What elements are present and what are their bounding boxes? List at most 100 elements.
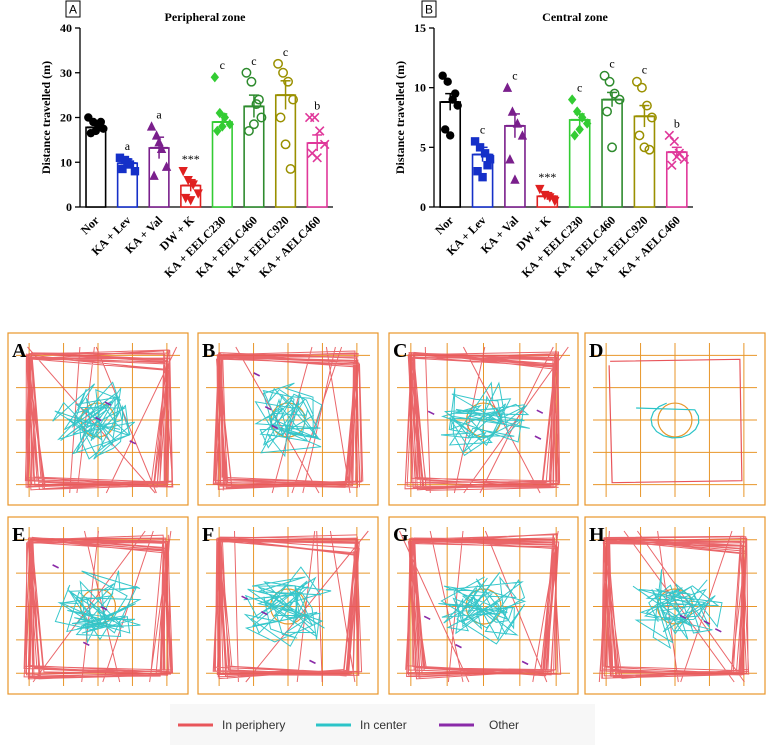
track-panel-label: E [12, 524, 25, 546]
data-point [309, 112, 320, 123]
data-point [475, 143, 485, 152]
data-point [535, 184, 545, 195]
panel-label-box [65, 0, 81, 18]
track-panel-label: A [12, 340, 27, 362]
data-point [220, 112, 230, 123]
data-point [669, 136, 680, 147]
track-panel-label: B [202, 340, 215, 362]
data-point [602, 106, 613, 117]
data-point [283, 76, 294, 87]
data-point [505, 154, 515, 164]
y-tick-label: 30 [60, 66, 72, 80]
track-panel-c: C [388, 332, 579, 506]
data-point [639, 142, 650, 153]
data-point [443, 77, 452, 86]
data-point [604, 76, 615, 87]
significance-label: c [512, 69, 517, 83]
significance-label: a [156, 107, 162, 121]
track-panel-b: B [197, 332, 379, 506]
track-panel-label: D [589, 340, 603, 362]
chart-title: Peripheral zone [165, 10, 247, 24]
data-point [96, 117, 106, 127]
data-point [215, 107, 225, 119]
data-point [567, 94, 577, 105]
bar-1 [85, 126, 107, 208]
chart-title: Central zone [542, 10, 608, 24]
track-panel-label: C [393, 340, 407, 362]
data-point [507, 106, 518, 116]
other-track [423, 615, 529, 666]
data-point [280, 139, 291, 150]
data-point [253, 94, 264, 105]
center-track [52, 381, 136, 460]
significance-label: a [125, 139, 131, 153]
data-point [118, 164, 127, 174]
data-point [149, 170, 159, 180]
data-point [156, 143, 167, 154]
data-point [512, 118, 523, 128]
data-point [575, 124, 584, 135]
center-track [632, 569, 723, 650]
other-track [679, 614, 722, 633]
track-panel-g: G [388, 516, 579, 695]
data-point [478, 172, 487, 182]
track-panel-h: H [584, 516, 766, 695]
legend-background [170, 704, 595, 745]
track-panel-f: F [197, 516, 379, 695]
bar-7 [274, 94, 297, 208]
bar-5 [211, 121, 233, 208]
data-point [278, 67, 289, 78]
data-point [480, 149, 490, 158]
data-point [188, 180, 198, 190]
data-point [614, 94, 625, 105]
center-track [243, 566, 332, 647]
other-track [427, 409, 544, 440]
data-point [115, 153, 125, 162]
bar-1 [439, 101, 462, 208]
data-point [470, 137, 480, 146]
significance-label: b [314, 99, 320, 113]
data-point [672, 152, 682, 162]
data-point [99, 124, 108, 133]
significance-label: c [642, 63, 647, 77]
track-panel-label: H [589, 524, 605, 546]
legend-item-periphery: In periphery [178, 718, 285, 732]
bar-7 [633, 115, 656, 208]
data-point [582, 118, 592, 129]
legend-item-other: Other [439, 718, 519, 732]
track-panel-label: F [202, 524, 214, 546]
data-point [570, 130, 579, 141]
data-point [572, 106, 582, 117]
data-point [440, 125, 450, 134]
data-point [218, 121, 227, 132]
significance-label: c [609, 57, 614, 71]
data-point [288, 94, 299, 105]
y-tick-label: 0 [66, 200, 72, 214]
other-track [52, 564, 108, 647]
data-point [577, 112, 587, 123]
data-point [667, 160, 677, 170]
data-point [473, 167, 482, 176]
data-point [438, 71, 447, 80]
data-point [445, 131, 455, 140]
data-point [599, 70, 610, 81]
legend-label-center: In center [360, 718, 407, 732]
significance-label: b [674, 116, 680, 130]
data-point [517, 130, 528, 140]
periphery-track [404, 346, 569, 494]
center-track [254, 382, 323, 458]
data-point [314, 126, 325, 136]
legend-label-periphery: In periphery [222, 718, 285, 732]
legend: In periphery In center Other [170, 704, 595, 745]
other-track [253, 372, 279, 430]
data-point [510, 174, 520, 184]
significance-label: c [220, 58, 225, 72]
data-point [183, 175, 193, 186]
track-panel-a: A [7, 332, 189, 506]
data-point [91, 126, 101, 136]
other-track [95, 401, 137, 445]
y-tick-label: 10 [414, 81, 426, 95]
significance-label: c [480, 122, 485, 136]
y-axis-label: Distance travelled (m) [39, 61, 53, 174]
